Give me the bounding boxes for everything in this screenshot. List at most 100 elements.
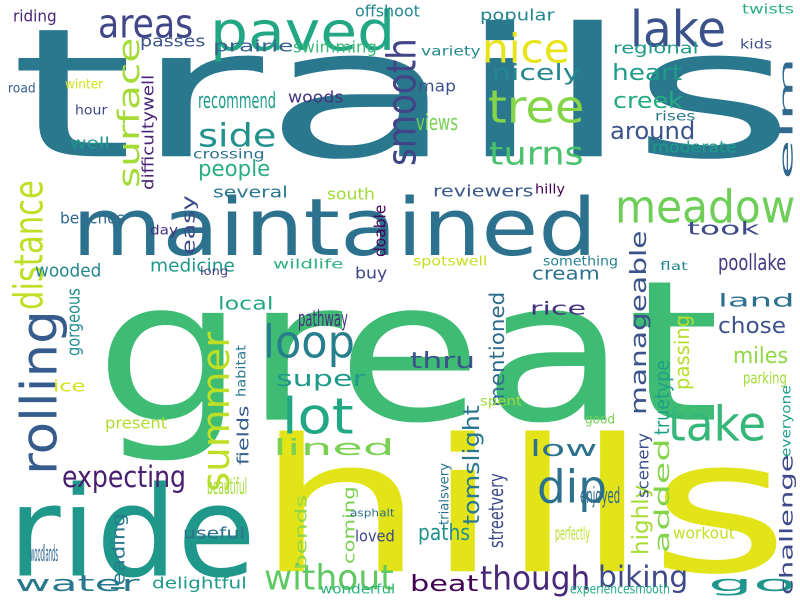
word: miles — [733, 342, 789, 369]
word: map — [418, 76, 456, 96]
word: passing — [670, 314, 695, 390]
word: hour — [75, 102, 108, 118]
word: summer — [193, 331, 239, 492]
word: lake — [630, 0, 727, 59]
word: useful — [183, 523, 246, 543]
word: local — [218, 292, 274, 314]
word: mentioned — [485, 291, 510, 407]
word: bends — [291, 494, 311, 570]
word: loop — [263, 316, 355, 369]
word: medicine — [150, 254, 235, 276]
word: poollake — [718, 249, 787, 276]
word: water — [15, 570, 140, 597]
word: ride — [8, 459, 256, 600]
word: benches — [60, 208, 125, 228]
word: popular — [480, 5, 555, 25]
word: leading — [107, 513, 129, 591]
word: spotswell — [413, 253, 488, 269]
word: habitat — [233, 345, 249, 397]
word: coming — [339, 486, 359, 564]
word: heart — [612, 59, 683, 86]
word: go — [708, 570, 797, 597]
word: nicely — [492, 59, 581, 86]
word: spent — [480, 393, 522, 409]
word: experiencesmooth — [570, 581, 670, 597]
word: paved — [210, 0, 396, 64]
word: difficultywell — [138, 74, 158, 190]
word: elm — [775, 56, 797, 180]
word: great — [95, 238, 720, 466]
word: good — [585, 411, 616, 427]
word: gorgeous — [62, 288, 84, 356]
word: beat — [410, 570, 479, 597]
word: asphalt — [350, 508, 395, 520]
word: parking — [743, 368, 787, 388]
word: recommend — [198, 87, 276, 114]
word: south — [327, 184, 375, 204]
word: dip — [537, 461, 607, 514]
word: easy — [177, 195, 199, 255]
word: truetype — [650, 359, 675, 435]
word: smooth — [379, 38, 426, 166]
word: buy — [355, 263, 388, 283]
word: paths — [418, 519, 471, 546]
word: took — [687, 217, 760, 239]
word: road — [8, 80, 36, 96]
word: thru — [410, 347, 476, 374]
word: passes — [140, 31, 206, 51]
word: day — [150, 222, 179, 238]
word: reviewers — [433, 181, 534, 201]
word: cream — [532, 262, 600, 284]
word: perfectly — [555, 522, 590, 544]
word: tree — [488, 81, 585, 134]
word: hilly — [535, 181, 566, 197]
word: distance — [6, 180, 53, 310]
word: land — [718, 289, 795, 311]
word: creek — [613, 87, 683, 114]
word: wonderful — [320, 581, 396, 597]
word: beautiful — [207, 473, 248, 500]
word: variety — [421, 43, 481, 59]
word: around — [610, 117, 696, 145]
word: turns — [489, 134, 584, 173]
word: manageable — [625, 230, 652, 415]
word: tomslight — [458, 405, 485, 525]
word: biking — [598, 560, 689, 595]
word: delightful — [152, 573, 247, 593]
word: riding — [13, 6, 57, 26]
word: people — [198, 155, 271, 182]
word: low — [530, 435, 598, 462]
word: trails — [10, 0, 796, 200]
word: woods — [288, 87, 344, 107]
word: rice — [530, 297, 587, 319]
word: challenge — [775, 454, 797, 595]
word: doable — [370, 204, 390, 257]
word: scenery — [633, 432, 653, 498]
word: maintained — [72, 181, 598, 275]
word: rises — [655, 108, 696, 124]
word: present — [105, 413, 168, 433]
word: regional — [613, 38, 699, 58]
word: long — [200, 263, 229, 278]
word: prairie — [213, 36, 294, 56]
word: side — [198, 116, 277, 155]
word: areas — [98, 1, 194, 48]
word: enjoyed — [580, 482, 621, 509]
word: crossing — [193, 146, 265, 162]
word: ice — [53, 376, 86, 396]
word: woodlands — [30, 540, 59, 567]
word: hills — [255, 399, 790, 600]
word: without — [264, 556, 394, 599]
word: workout — [673, 523, 735, 543]
word: several — [213, 182, 288, 202]
word: something — [543, 253, 618, 269]
word: streetvery — [484, 473, 509, 548]
word: meadow — [615, 181, 796, 234]
word: lined — [273, 434, 395, 461]
word: wildlife — [273, 256, 344, 272]
word: views — [416, 109, 458, 136]
word: swimming — [293, 37, 377, 57]
word: super — [276, 365, 366, 392]
word: kids — [740, 36, 773, 52]
